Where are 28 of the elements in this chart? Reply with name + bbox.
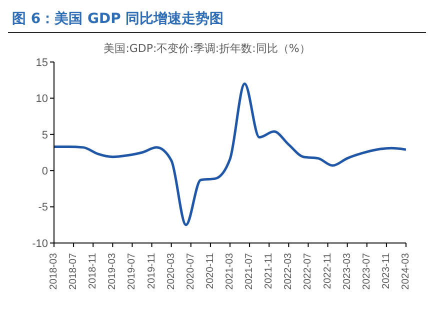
- chart-title: 图 6：美国 GDP 同比增速走势图: [8, 8, 426, 33]
- x-tick-label: 2024-03: [400, 252, 412, 290]
- y-tick-label: -5: [38, 202, 48, 214]
- y-tick-label: 0: [42, 166, 48, 178]
- y-tick-label: 5: [42, 129, 48, 142]
- x-tick-label: 2021-11: [264, 252, 275, 289]
- x-tick-label: 2023-03: [342, 252, 353, 290]
- x-tick-label: 2019-07: [126, 252, 138, 290]
- y-tick-label: 10: [36, 93, 48, 106]
- x-tick-label: 2023-11: [380, 252, 392, 289]
- x-tick-label: 2020-11: [204, 252, 216, 289]
- x-tick-label: 2018-07: [68, 252, 80, 290]
- x-tick-label: 2020-07: [185, 252, 196, 290]
- line-series: [54, 82, 406, 226]
- x-tick-label: 2022-11: [322, 252, 334, 289]
- y-tick-label: -10: [32, 238, 48, 250]
- x-tick-label: 2020-03: [166, 252, 177, 290]
- x-tick-label: 2023-07: [361, 252, 372, 290]
- x-tick-label: 2019-11: [146, 252, 158, 289]
- x-tick-label: 2018-11: [88, 252, 99, 289]
- x-tick-label: 2021-07: [244, 252, 256, 290]
- x-tick-label: 2021-03: [224, 252, 236, 290]
- x-tick-label: 2019-03: [107, 252, 118, 290]
- x-tick-label: 2022-03: [283, 252, 294, 290]
- x-tick-label: 2022-07: [302, 252, 314, 290]
- y-tick-label: 15: [36, 56, 48, 69]
- x-tick-label: 2018-03: [48, 252, 60, 290]
- text: 美国:GDP:不变价:季调:折年数:同比（%）: [104, 42, 310, 55]
